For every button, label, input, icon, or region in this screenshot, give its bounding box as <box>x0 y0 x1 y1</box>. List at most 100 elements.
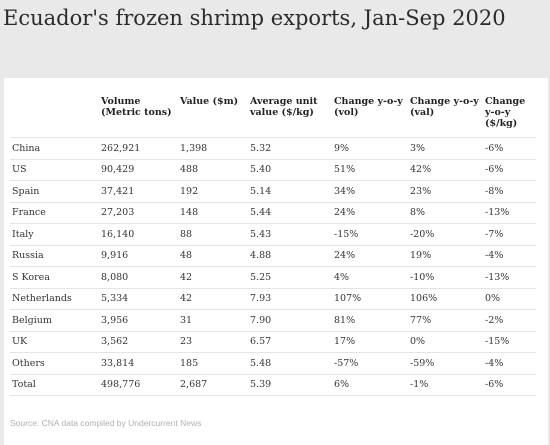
value-cell: 262,921 <box>99 137 178 159</box>
table-row: US 90,429 488 5.40 51% 42% -6% <box>10 158 536 181</box>
row-label-cell: Netherlands <box>10 287 99 310</box>
value-cell: 6.57 <box>248 330 332 353</box>
value-cell: 24% <box>332 201 408 224</box>
table-row: UK 3,562 23 6.57 17% 0% -15% <box>10 330 536 353</box>
value-cell: -13% <box>483 201 536 224</box>
value-cell: 31 <box>178 309 248 331</box>
value-cell: 498,776 <box>99 373 178 396</box>
exports-table: Volume (Metric tons) Value ($m) Average un… <box>10 96 536 396</box>
row-label-cell: Russia <box>10 244 99 267</box>
value-cell: 5.14 <box>248 180 332 202</box>
column-header: Change y-o-y (val) <box>410 96 479 118</box>
column-header: Average unit value ($/kg) <box>250 96 318 118</box>
table-row: France 27,203 148 5.44 24% 8% -13% <box>10 201 536 224</box>
value-cell: 3% <box>408 137 483 159</box>
table-row: Others 33,814 185 5.48 -57% -59% -4% <box>10 352 536 374</box>
value-cell: 1,398 <box>178 137 248 159</box>
row-label-cell: Italy <box>10 223 99 245</box>
value-cell: -2% <box>483 309 536 331</box>
chart-title: Ecuador's frozen shrimp exports, Jan-Sep… <box>3 6 506 30</box>
value-cell: -4% <box>483 352 536 374</box>
column-header: Volume (Metric tons) <box>101 96 172 118</box>
row-label-cell: S Korea <box>10 266 99 288</box>
value-cell: 5.32 <box>248 137 332 159</box>
column-header: Change y-o-y (vol) <box>334 96 403 118</box>
value-cell: 8% <box>408 201 483 224</box>
table-row: Spain 37,421 192 5.14 34% 23% -8% <box>10 180 536 202</box>
value-cell: 23 <box>178 330 248 353</box>
value-cell: 5.39 <box>248 373 332 396</box>
value-cell: 0% <box>483 287 536 310</box>
value-cell: 5,334 <box>99 287 178 310</box>
table-row: Netherlands 5,334 42 7.93 107% 106% 0% <box>10 287 536 310</box>
row-label-cell: Others <box>10 352 99 374</box>
value-cell: 37,421 <box>99 180 178 202</box>
header-row: Volume (Metric tons) Value ($m) Average un… <box>10 96 536 138</box>
value-cell: 42 <box>178 287 248 310</box>
value-cell: 5.48 <box>248 352 332 374</box>
value-cell: -8% <box>483 180 536 202</box>
value-cell: 8,080 <box>99 266 178 288</box>
value-cell: -15% <box>332 223 408 245</box>
value-cell: 16,140 <box>99 223 178 245</box>
value-cell: -13% <box>483 266 536 288</box>
table-panel: Volume (Metric tons) Value ($m) Average un… <box>4 78 548 445</box>
value-cell: 5.43 <box>248 223 332 245</box>
table-row: China 262,921 1,398 5.32 9% 3% -6% <box>10 137 536 159</box>
value-cell: -10% <box>408 266 483 288</box>
value-cell: -6% <box>483 158 536 181</box>
value-cell: 5.40 <box>248 158 332 181</box>
table-row: Russia 9,916 48 4.88 24% 19% -4% <box>10 244 536 267</box>
value-cell: 5.25 <box>248 266 332 288</box>
value-cell: 81% <box>332 309 408 331</box>
table-row: Italy 16,140 88 5.43 -15% -20% -7% <box>10 223 536 245</box>
value-cell: 33,814 <box>99 352 178 374</box>
value-cell: -59% <box>408 352 483 374</box>
value-cell: -20% <box>408 223 483 245</box>
value-cell: 5.44 <box>248 201 332 224</box>
value-cell: -6% <box>483 373 536 396</box>
value-cell: 148 <box>178 201 248 224</box>
value-cell: 51% <box>332 158 408 181</box>
value-cell: 0% <box>408 330 483 353</box>
value-cell: 42 <box>178 266 248 288</box>
value-cell: 88 <box>178 223 248 245</box>
value-cell: -57% <box>332 352 408 374</box>
column-header: Change y-o-y ($/kg) <box>485 96 526 129</box>
value-cell: 17% <box>332 330 408 353</box>
value-cell: 9,916 <box>99 244 178 267</box>
value-cell: -4% <box>483 244 536 267</box>
row-label-cell: Belgium <box>10 309 99 331</box>
value-cell: -7% <box>483 223 536 245</box>
source-note: Source: CNA data compiled by Undercurren… <box>10 418 202 428</box>
row-label-cell: Total <box>10 373 99 396</box>
value-cell: 48 <box>178 244 248 267</box>
value-cell: 3,562 <box>99 330 178 353</box>
row-label-cell: France <box>10 201 99 224</box>
value-cell: 27,203 <box>99 201 178 224</box>
value-cell: 9% <box>332 137 408 159</box>
value-cell: 2,687 <box>178 373 248 396</box>
value-cell: 4% <box>332 266 408 288</box>
value-cell: 3,956 <box>99 309 178 331</box>
table-row: Belgium 3,956 31 7.90 81% 77% -2% <box>10 309 536 331</box>
value-cell: 192 <box>178 180 248 202</box>
value-cell: 4.88 <box>248 244 332 267</box>
value-cell: 106% <box>408 287 483 310</box>
value-cell: 90,429 <box>99 158 178 181</box>
value-cell: 185 <box>178 352 248 374</box>
value-cell: 488 <box>178 158 248 181</box>
value-cell: 7.90 <box>248 309 332 331</box>
value-cell: 77% <box>408 309 483 331</box>
table-row: S Korea 8,080 42 5.25 4% -10% -13% <box>10 266 536 288</box>
value-cell: -1% <box>408 373 483 396</box>
value-cell: -6% <box>483 137 536 159</box>
row-label-cell: US <box>10 158 99 181</box>
value-cell: 24% <box>332 244 408 267</box>
value-cell: 42% <box>408 158 483 181</box>
row-label-cell: China <box>10 137 99 159</box>
value-cell: 6% <box>332 373 408 396</box>
column-header <box>10 96 99 138</box>
value-cell: 19% <box>408 244 483 267</box>
